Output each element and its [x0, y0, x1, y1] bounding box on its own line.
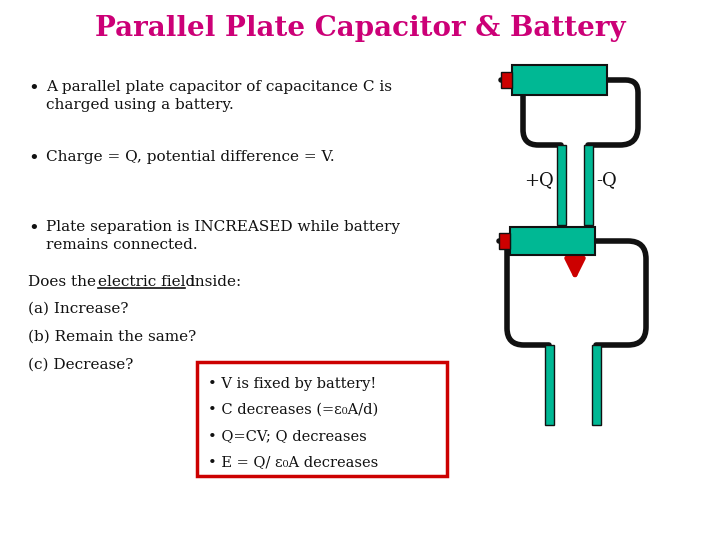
Bar [512, 65, 607, 95]
Text: inside:: inside: [185, 275, 241, 289]
Text: (a) Increase?: (a) Increase? [28, 302, 128, 316]
Bar [592, 345, 601, 425]
Bar [557, 145, 566, 225]
Text: -Q: -Q [596, 171, 617, 189]
Text: •: • [28, 80, 39, 98]
Text: (c) Decrease?: (c) Decrease? [28, 358, 133, 372]
Text: Parallel Plate Capacitor & Battery: Parallel Plate Capacitor & Battery [95, 15, 625, 42]
Text: Charge = Q, potential difference = V.: Charge = Q, potential difference = V. [46, 150, 335, 164]
Text: • Q=CV; Q decreases: • Q=CV; Q decreases [208, 429, 366, 443]
Text: • V is fixed by battery!: • V is fixed by battery! [208, 377, 377, 391]
Text: electric field: electric field [98, 275, 195, 289]
Bar [501, 72, 512, 88]
Text: +Q: +Q [524, 171, 554, 189]
Bar [510, 227, 595, 255]
Text: (b) Remain the same?: (b) Remain the same? [28, 330, 197, 344]
Text: A parallel plate capacitor of capacitance C is
charged using a battery.: A parallel plate capacitor of capacitanc… [46, 80, 392, 112]
Text: • E = Q/ ε₀A decreases: • E = Q/ ε₀A decreases [208, 455, 378, 469]
Bar [545, 345, 554, 425]
Bar [584, 145, 593, 225]
Text: •: • [28, 150, 39, 168]
Text: Does the: Does the [28, 275, 101, 289]
Text: Plate separation is INCREASED while battery
remains connected.: Plate separation is INCREASED while batt… [46, 220, 400, 252]
FancyBboxPatch shape [197, 362, 447, 476]
Text: • C decreases (=ε₀A/d): • C decreases (=ε₀A/d) [208, 403, 378, 417]
Text: •: • [28, 220, 39, 238]
Bar [499, 233, 510, 249]
